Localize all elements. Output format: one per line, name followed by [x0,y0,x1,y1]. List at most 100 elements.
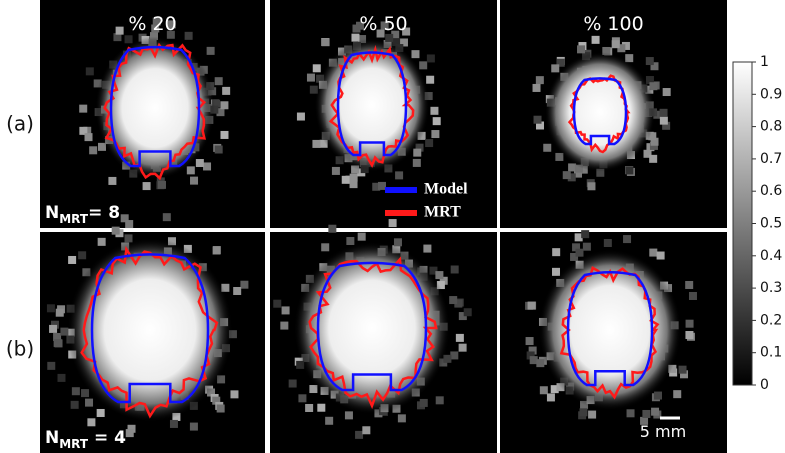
subscript: MRT [59,437,89,451]
colorbar-tick-label: 0.4 [760,248,782,264]
pixel [190,423,198,431]
pixel [305,404,313,412]
pixel [163,213,171,221]
pixel [282,306,290,314]
pixel [362,426,370,434]
pixel [398,414,406,422]
pixel [85,133,93,141]
colorbar-tick-label: 0.8 [760,119,782,135]
colorbar-tick-label: 0.1 [760,345,782,361]
pixel [686,320,694,328]
pixel [583,243,591,251]
pixel [435,271,443,279]
pixel [623,235,631,243]
pixel [108,177,116,185]
pixel [685,331,693,339]
pixel [322,38,330,46]
pixel [536,359,544,367]
pixel [431,130,439,138]
pixel [543,144,551,152]
pixel [526,337,534,345]
pixel [112,227,120,235]
pixel [577,45,585,53]
colorbar-tick-label: 0 [760,377,769,393]
column-title: % 50 [359,13,407,35]
pixel [97,409,105,417]
pixel [215,77,223,85]
pixel [456,334,464,342]
pixel [646,57,654,65]
pixel [289,380,297,388]
column-title: % 20 [128,13,176,35]
pixel [56,309,64,317]
colorbar [733,62,752,385]
pixel [321,243,329,251]
pixel [581,230,589,238]
pixel [673,390,681,398]
pixel [312,140,320,148]
pixel [47,304,55,312]
pixel [355,431,363,439]
pixel [378,182,386,190]
pixel [68,256,76,264]
pixel [220,131,228,139]
colorbar-tick-label: 0.9 [760,86,782,102]
value: = 4 [88,428,126,448]
pixel [298,394,306,402]
pixel [528,302,536,310]
pixel [57,374,65,382]
pixel [79,105,87,113]
pixel [534,116,542,124]
symbol: N [45,203,59,223]
pixel [233,287,241,295]
figure: % 20% 50% 100(a)(b)NMRT= 8NMRT = 4ModelM… [0,0,785,453]
column-title: % 100 [583,13,643,35]
pixel [649,155,657,163]
pixel [217,405,225,413]
pixel [187,166,195,174]
pixel [170,420,178,428]
pixel [358,233,366,241]
pixel [85,399,93,407]
pixel [411,50,419,58]
pixel [389,219,397,227]
pixel [649,249,657,257]
pixel [317,404,325,412]
pixel [419,61,427,69]
pixel [651,408,659,416]
pixel [679,366,687,374]
legend-label: Model [424,181,468,198]
pixel [657,252,665,260]
pixel [588,411,596,419]
colorbar-tick-label: 0.7 [760,151,782,167]
pixel [346,237,354,245]
pixel [72,387,80,395]
pixel [663,88,671,96]
pixel [685,281,693,289]
legend-label: MRT [424,204,461,221]
pixel [345,411,353,419]
pixel [451,265,459,273]
pixel [116,27,124,35]
pixel [273,300,281,308]
symbol: N [45,428,59,448]
pixel [213,246,221,254]
pixel [71,401,79,409]
pixel [654,392,662,400]
pixel [395,171,403,179]
pixel [342,176,350,184]
pixel [240,281,248,289]
pixel [420,399,428,407]
pixel [563,171,571,179]
pixel [307,74,315,82]
pixel [222,87,230,95]
pixel [413,159,421,167]
pixel [536,76,544,84]
pixel [87,418,95,426]
colorbar-tick-label: 0.2 [760,312,782,328]
pixel [126,429,134,437]
pixel [423,245,431,253]
pixel [215,146,223,154]
pixel [230,390,238,398]
pixel [433,117,441,125]
